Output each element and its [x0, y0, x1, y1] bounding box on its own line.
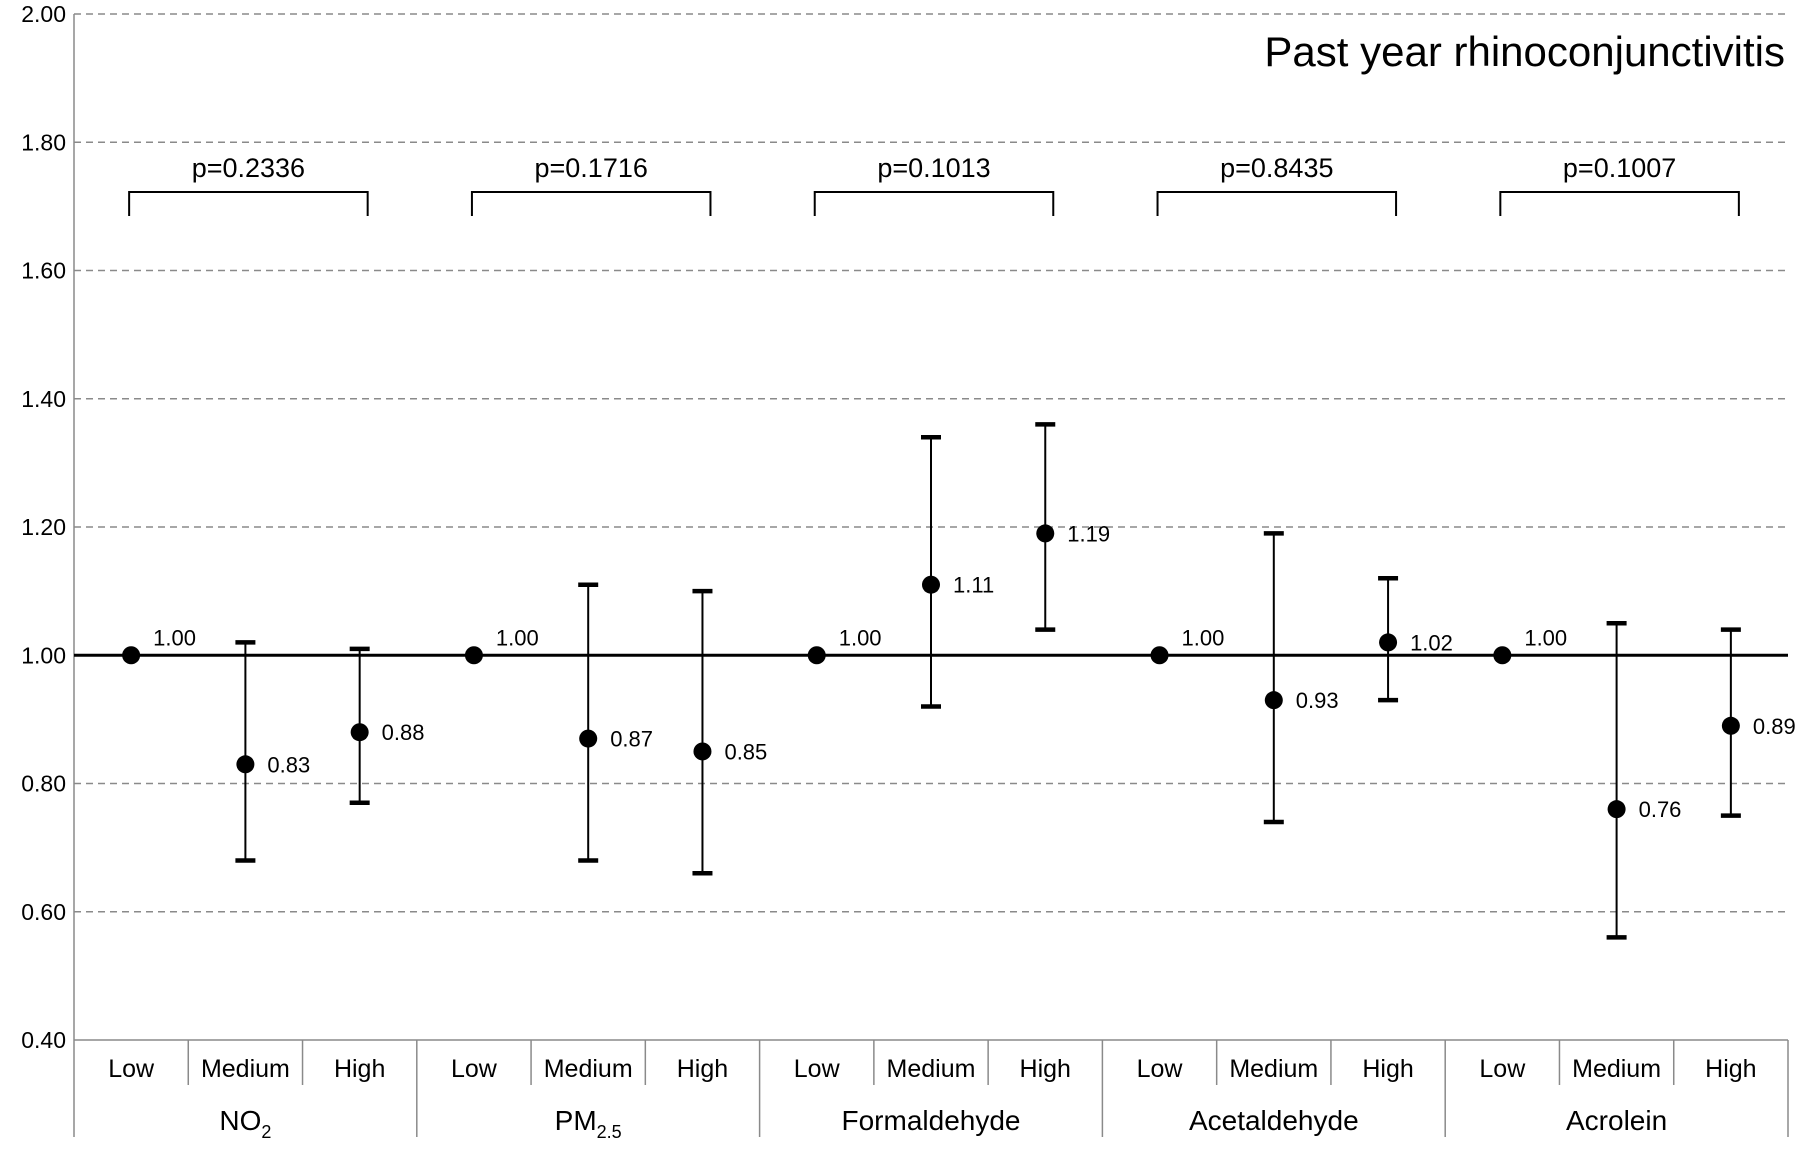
data-point: [1379, 633, 1398, 652]
data-point: [1264, 691, 1283, 710]
category-label: Medium: [1229, 1055, 1318, 1083]
p-value-bracket: [813, 191, 1055, 216]
data-label: 1.11: [953, 573, 994, 598]
y-tick-label: 1.60: [21, 258, 66, 284]
data-label: 1.00: [839, 625, 882, 650]
p-value-label: p=0.2336: [192, 153, 305, 183]
group-label: PM2.5: [555, 1105, 622, 1142]
data-label: 1.00: [1182, 625, 1225, 650]
p-value-label: p=0.1007: [1563, 153, 1676, 183]
group-name: NO: [219, 1105, 261, 1136]
category-label: Low: [108, 1055, 155, 1083]
p-value-bracket: [470, 191, 712, 216]
group-label: Acetaldehyde: [1189, 1105, 1359, 1136]
data-label: 1.00: [153, 625, 196, 650]
data-label: 0.89: [1753, 714, 1796, 739]
data-point: [122, 646, 141, 665]
category-label: Low: [1137, 1055, 1184, 1083]
group-label: Formaldehyde: [842, 1105, 1021, 1136]
chart-title: Past year rhinoconjunctivitis: [1264, 28, 1785, 75]
group-name: PM: [555, 1105, 597, 1136]
data-label: 1.19: [1067, 521, 1110, 546]
data-point: [1607, 800, 1626, 819]
y-tick-label: 0.40: [21, 1027, 66, 1053]
category-label: Medium: [201, 1055, 290, 1083]
data-label: 1.00: [1524, 625, 1567, 650]
group-name: Acrolein: [1566, 1105, 1667, 1136]
p-value-bracket: [128, 191, 369, 216]
data-point: [236, 755, 255, 774]
group-name: Acetaldehyde: [1189, 1105, 1359, 1136]
category-label: High: [1705, 1055, 1756, 1083]
category-label: High: [677, 1055, 728, 1083]
category-label: Low: [794, 1055, 841, 1083]
p-value-bracket: [1499, 191, 1740, 216]
data-label: 0.88: [382, 720, 425, 745]
category-label: High: [1020, 1055, 1071, 1083]
p-value-label: p=0.1013: [877, 153, 990, 183]
x-category-labels: Low Medium High NO2 Low Medium High PM2.5 Low Med…: [108, 1055, 1756, 1142]
y-tick-label: 2.00: [21, 1, 66, 27]
data-point: [579, 729, 598, 748]
p-value-label: p=0.8435: [1220, 153, 1333, 183]
data-point: [1493, 646, 1512, 665]
data-point: [693, 742, 712, 761]
category-label: High: [334, 1055, 385, 1083]
data-point: [807, 646, 826, 665]
y-tick-label: 1.00: [21, 642, 66, 668]
data-point: [1150, 646, 1169, 665]
data-point: [464, 646, 483, 665]
category-label: High: [1362, 1055, 1413, 1083]
data-label: 0.85: [724, 739, 767, 764]
data-point: [1721, 716, 1740, 735]
category-label: Low: [451, 1055, 498, 1083]
data-labels: 1.00 0.83 0.88 1.00 0.87 0.85 1.00 1.11 1.19 1.00…: [153, 521, 1796, 822]
data-points: [122, 524, 1740, 819]
data-label: 1.00: [496, 625, 539, 650]
data-label: 0.93: [1296, 688, 1339, 713]
y-tick-labels: 0.40 0.60 0.80 1.00 1.20 1.40 1.60 1.80 2.00: [21, 1, 66, 1053]
group-subscript: 2: [261, 1122, 271, 1142]
axes: [73, 14, 1789, 1137]
y-tick-label: 0.80: [21, 771, 66, 797]
category-label: Low: [1479, 1055, 1526, 1083]
error-bars: [235, 422, 1741, 940]
category-label: Medium: [887, 1055, 976, 1083]
group-subscript: 2.5: [597, 1122, 622, 1142]
category-label: Medium: [1572, 1055, 1661, 1083]
data-label: 0.87: [610, 727, 653, 752]
data-label: 1.02: [1410, 630, 1453, 655]
data-point: [922, 575, 940, 594]
category-label: Medium: [544, 1055, 633, 1083]
data-point: [350, 723, 369, 742]
data-point: [1036, 524, 1055, 543]
y-tick-label: 1.20: [21, 514, 66, 540]
p-value-label: p=0.1716: [535, 153, 648, 183]
p-value-brackets: p=0.2336 p=0.1716 p=0.1013 p=0.8435 p=0.1007: [128, 153, 1740, 216]
y-tick-label: 0.60: [21, 899, 66, 925]
data-label: 0.83: [267, 752, 310, 777]
group-label: NO2: [219, 1105, 271, 1142]
y-tick-label: 1.80: [21, 129, 66, 155]
y-tick-label: 1.40: [21, 386, 66, 412]
p-value-bracket: [1156, 191, 1398, 216]
group-label: Acrolein: [1566, 1105, 1667, 1136]
group-name: Formaldehyde: [842, 1105, 1021, 1136]
data-label: 0.76: [1639, 797, 1682, 822]
